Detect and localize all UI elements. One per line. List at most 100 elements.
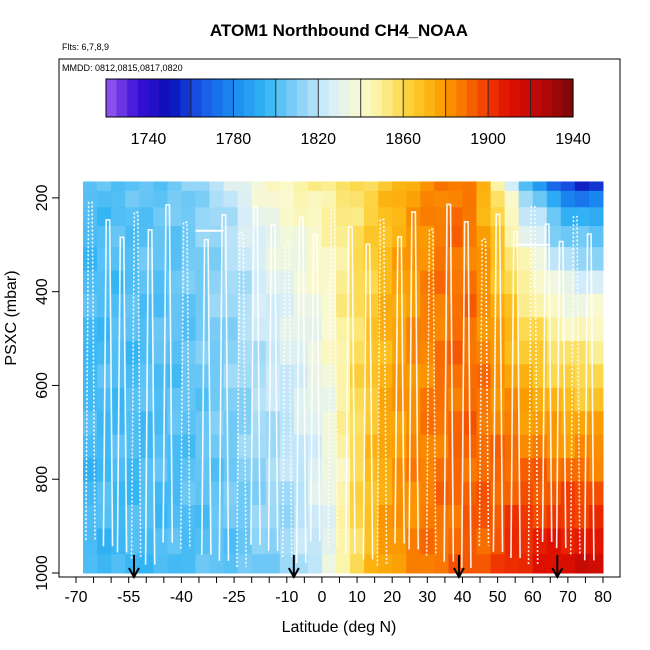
heatmap-cell <box>378 505 393 529</box>
heatmap-cell <box>532 207 548 227</box>
heatmap-cell <box>125 247 140 272</box>
heatmap-cell <box>125 528 140 555</box>
heatmap-cell <box>293 270 309 295</box>
heatmap-cell <box>83 294 98 318</box>
heatmap-cell <box>588 458 604 483</box>
heatmap-cell <box>504 270 520 295</box>
colorbar-segment <box>360 79 372 117</box>
colorbar-segment <box>137 79 150 117</box>
heatmap-cell <box>335 181 351 192</box>
heatmap-cell <box>83 458 98 483</box>
heatmap-cell <box>195 270 211 295</box>
heatmap-cell <box>195 554 211 574</box>
flight-profile-trace <box>309 233 321 542</box>
colorbar-segment <box>243 79 256 117</box>
colorbar-segment <box>424 79 436 117</box>
colorbar-tick-label: 1860 <box>385 131 421 148</box>
heatmap-cell <box>462 528 478 555</box>
heatmap-cell <box>560 434 576 459</box>
heatmap-cell <box>279 481 295 506</box>
colorbar-segment <box>477 79 489 117</box>
flight-profiles <box>85 201 595 568</box>
colorbar-frame <box>105 78 574 118</box>
heatmap-cell <box>350 226 365 248</box>
heatmap-cell <box>237 270 253 295</box>
heatmap-cell <box>111 528 126 555</box>
heatmap-cell <box>251 247 267 272</box>
colorbar-segment <box>180 79 192 117</box>
heatmap-cell <box>335 554 351 574</box>
heatmap-cell <box>420 270 435 295</box>
heatmap-cell <box>153 364 168 389</box>
heatmap-cell <box>406 387 421 412</box>
heatmap-cell <box>350 190 365 208</box>
heatmap-cell <box>504 528 520 555</box>
heatmap-cell <box>588 387 604 412</box>
heatmap-cell <box>139 340 154 365</box>
heatmap-cell <box>518 528 534 555</box>
heatmap-cell <box>97 528 112 555</box>
heatmap-cell <box>265 270 281 295</box>
heatmap-cell <box>504 247 520 272</box>
x-tick-label: 30 <box>418 589 436 606</box>
heatmap-cell <box>209 247 225 272</box>
heatmap-cell <box>392 364 407 389</box>
heatmap-cell <box>237 340 253 365</box>
heatmap-cell <box>406 317 421 342</box>
heatmap-cell <box>504 207 520 227</box>
heatmap-cell <box>504 554 520 574</box>
heatmap-cell <box>532 247 548 272</box>
heatmap-cell <box>181 364 196 389</box>
heatmap-cell <box>83 411 98 436</box>
y-tick-label: 600 <box>34 372 51 399</box>
heatmap-cell <box>237 226 253 248</box>
heatmap-cell <box>574 458 590 483</box>
flight-profile-trace <box>236 231 247 567</box>
heatmap-cell <box>574 317 590 342</box>
heatmap-cell <box>462 181 478 192</box>
heatmap-cell <box>321 181 337 192</box>
heatmap-cell <box>560 387 576 412</box>
heatmap-cell <box>448 387 463 412</box>
heatmap-cell <box>279 247 295 272</box>
heatmap-cell <box>448 528 463 555</box>
heatmap-cell <box>504 181 520 192</box>
heatmap-cell <box>335 364 351 389</box>
heatmap-cell <box>560 270 576 295</box>
heatmap-cell <box>532 181 548 192</box>
heatmap-cell <box>97 294 112 318</box>
heatmap-cell <box>139 207 154 227</box>
heatmap-cell <box>237 294 253 318</box>
heatmap-cell <box>448 270 463 295</box>
heatmap-cell <box>588 207 604 227</box>
heatmap-cell <box>153 528 168 555</box>
heatmap-cell <box>420 294 435 318</box>
heatmap-cell <box>251 181 267 192</box>
heatmap-cell <box>209 190 225 208</box>
heatmap-cell <box>111 554 126 574</box>
colorbar-segment <box>339 79 351 117</box>
heatmap-cell <box>504 340 520 365</box>
y-axis: 200 400 600 800 1000 <box>34 184 60 591</box>
x-tick-label: 70 <box>559 589 577 606</box>
colorbar-segment <box>328 79 341 117</box>
heatmap-cell <box>209 505 225 529</box>
heatmap-cell <box>97 247 112 272</box>
heatmap-cell <box>588 505 604 529</box>
heatmap-cell <box>321 270 337 295</box>
heatmap-cell <box>490 411 506 436</box>
heatmap-cell <box>350 481 365 506</box>
heatmap-cell <box>97 226 112 248</box>
flight-profile-trace <box>267 223 279 551</box>
heatmap-cell <box>293 247 309 272</box>
heatmap-cell <box>588 364 604 389</box>
heatmap-cell <box>321 340 337 365</box>
heatmap-cell <box>237 247 253 272</box>
heatmap-cell <box>251 190 267 208</box>
heatmap-cell <box>321 505 337 529</box>
heatmap-cell <box>293 190 309 208</box>
flight-profile-trace <box>102 219 114 547</box>
heatmap-cell <box>139 554 154 574</box>
heatmap-cell <box>335 481 351 506</box>
heatmap-cell <box>153 505 168 529</box>
